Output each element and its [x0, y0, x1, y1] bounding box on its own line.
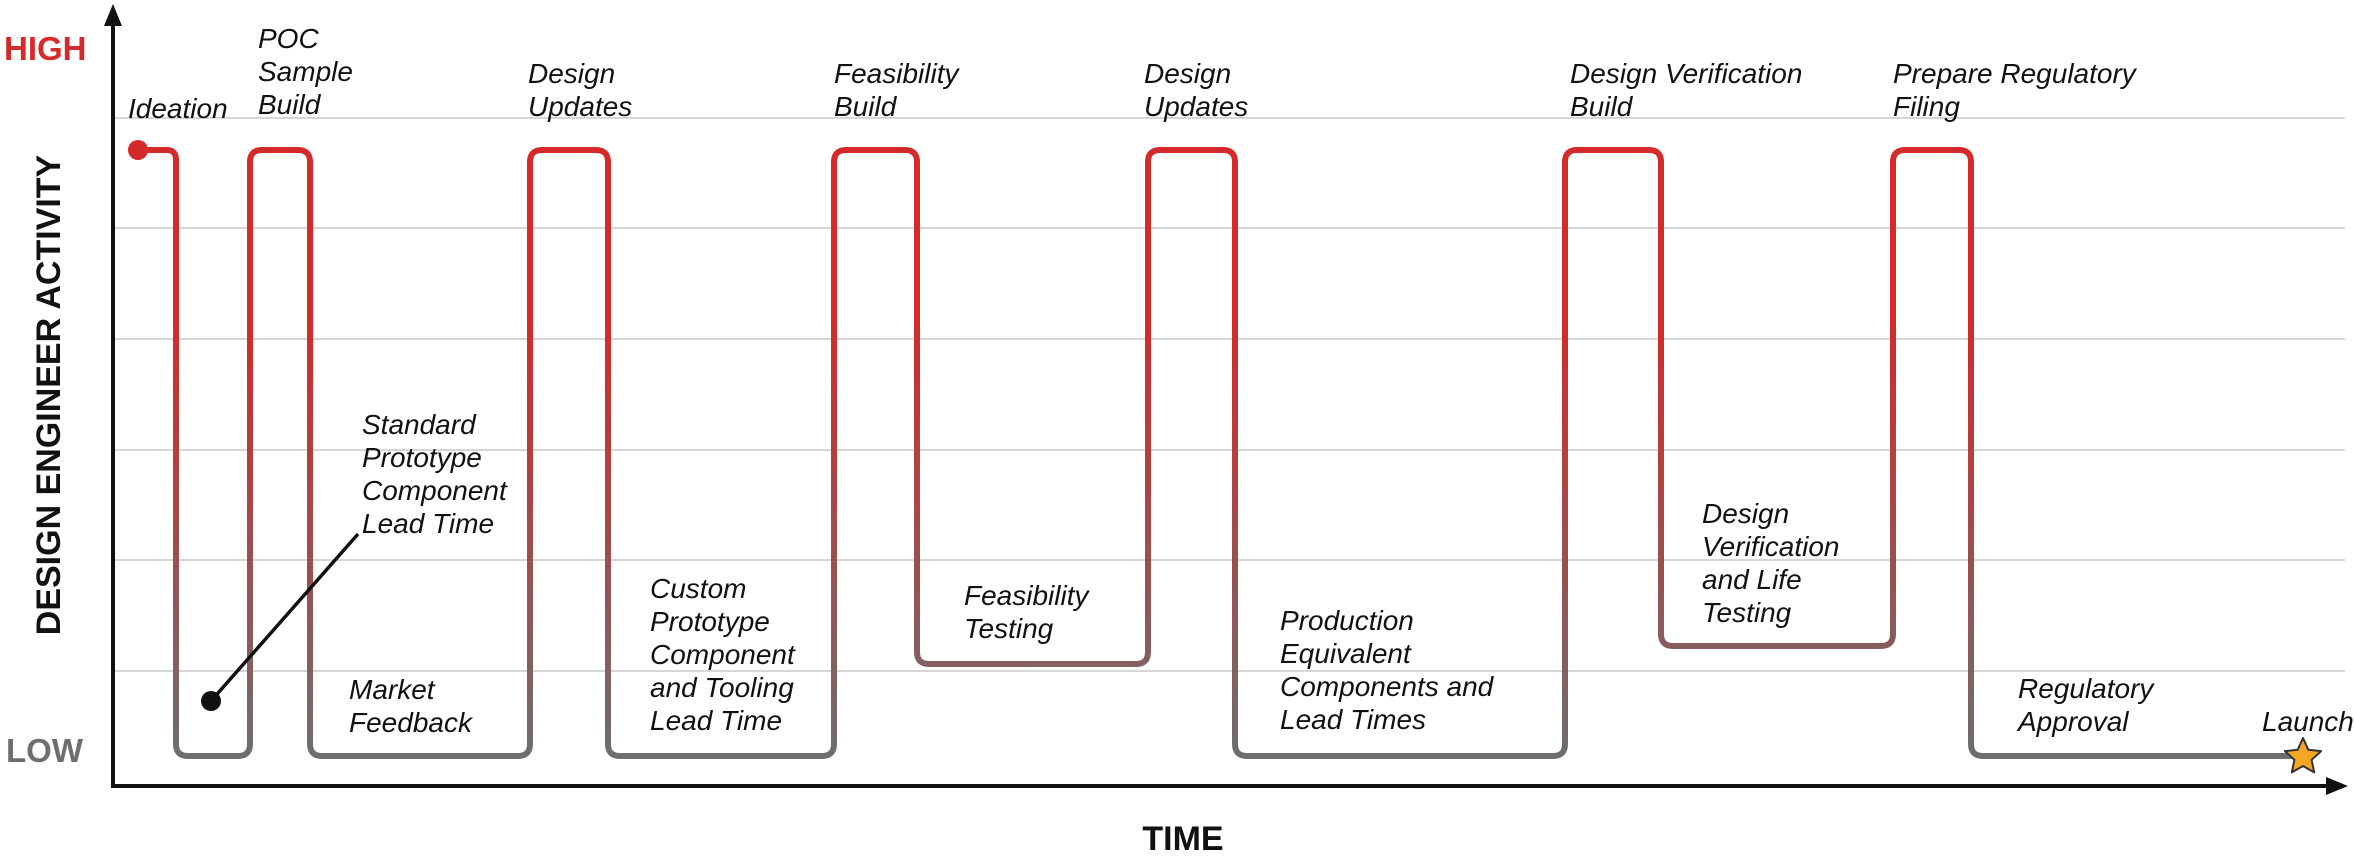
- phase-label-feasibility-build: Feasibility Build: [834, 58, 960, 122]
- x-axis-label: TIME: [1142, 820, 1223, 857]
- high-label: HIGH: [4, 30, 87, 67]
- phase-label-launch: Launch: [2262, 706, 2354, 737]
- phase-label-feasibility-testing: Feasibility Testing: [964, 580, 1090, 644]
- y-axis-label: DESIGN ENGINEER ACTIVITY: [30, 154, 68, 635]
- phase-label-prepare-regulatory-filing: Prepare Regulatory Filing: [1893, 58, 2138, 122]
- phase-label-standard-prototype-lead-time: Standard Prototype Component Lead Time: [362, 409, 508, 539]
- axes: [104, 4, 2348, 795]
- low-label: LOW: [6, 732, 84, 769]
- phase-labels: Ideation POC Sample Build Standard Prototyp…: [128, 23, 2354, 738]
- activity-curve: [135, 147, 2306, 759]
- y-axis-arrowhead: [104, 4, 122, 26]
- leader-line: [209, 532, 360, 703]
- phase-label-ideation: Ideation: [128, 93, 228, 124]
- gridlines: [113, 117, 2345, 672]
- launch-star-icon: [2283, 737, 2323, 774]
- phase-label-design-updates-1: Design Updates: [528, 58, 632, 122]
- phase-label-production-equivalent: Production Equivalent Components and Lead T…: [1280, 605, 1495, 735]
- phase-label-design-verification-testing: Design Verification and Life Testing: [1702, 498, 1839, 628]
- phase-label-regulatory-approval: Regulatory Approval: [2016, 673, 2155, 737]
- x-axis-arrowhead: [2326, 777, 2348, 795]
- phase-label-poc-sample-build: POC Sample Build: [258, 23, 353, 120]
- leader-dot: [201, 691, 221, 711]
- start-point: [128, 140, 148, 160]
- phase-label-design-updates-2: Design Updates: [1144, 58, 1248, 122]
- phase-label-design-verification-build: Design Verification Build: [1570, 58, 1802, 122]
- phase-label-custom-prototype-lead-time: Custom Prototype Component and Tooling Lead …: [650, 573, 796, 736]
- phase-label-market-feedback: Market Feedback: [349, 674, 474, 738]
